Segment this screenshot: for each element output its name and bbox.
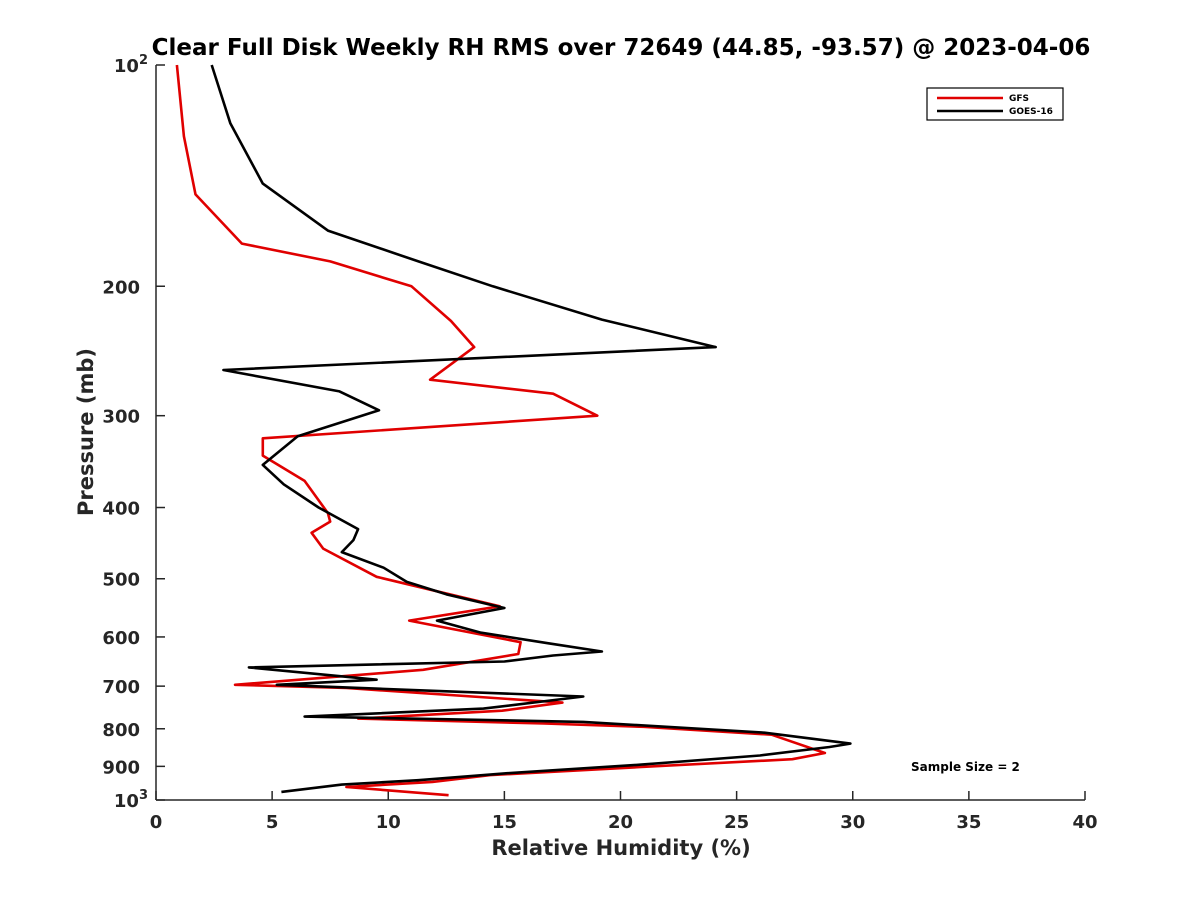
legend: GFS GOES-16	[926, 87, 1064, 121]
chart-title: Clear Full Disk Weekly RH RMS over 72649…	[152, 35, 1091, 61]
y-tick-label: 400	[102, 499, 140, 520]
x-tick-label: 10	[376, 812, 401, 833]
x-axis-label: Relative Humidity (%)	[491, 836, 750, 860]
sample-size-annotation: Sample Size = 2	[911, 760, 1020, 774]
y-tick-label: 900	[102, 757, 140, 778]
x-tick-label: 35	[956, 812, 981, 833]
axes: 0 5 10 15 20 25 30 35 40 102 200 300 400 500 600 700 800…	[102, 53, 1097, 833]
y-tick-label: 200	[102, 277, 140, 298]
x-tick-label: 25	[724, 812, 749, 833]
series-line-goes16	[210, 64, 852, 794]
x-tick-label: 5	[266, 812, 279, 833]
x-tick-label: 0	[150, 812, 163, 833]
legend-box	[926, 87, 1064, 121]
y-axis-label: Pressure (mb)	[74, 348, 98, 516]
y-tick-label: 102	[114, 53, 148, 77]
y-tick-label: 103	[114, 788, 148, 812]
series-lines	[175, 64, 852, 797]
x-tick-label: 30	[840, 812, 865, 833]
y-tick-label: 300	[102, 407, 140, 428]
x-tick-label: 40	[1072, 812, 1097, 833]
x-tick-label: 20	[608, 812, 633, 833]
legend-label-goes16: GOES-16	[1009, 107, 1053, 117]
y-tick-label: 700	[102, 677, 140, 698]
y-tick-label: 600	[102, 628, 140, 649]
y-tick-label: 800	[102, 720, 140, 741]
x-tick-label: 15	[492, 812, 517, 833]
y-tick-label: 500	[102, 570, 140, 591]
legend-label-gfs: GFS	[1009, 94, 1029, 104]
